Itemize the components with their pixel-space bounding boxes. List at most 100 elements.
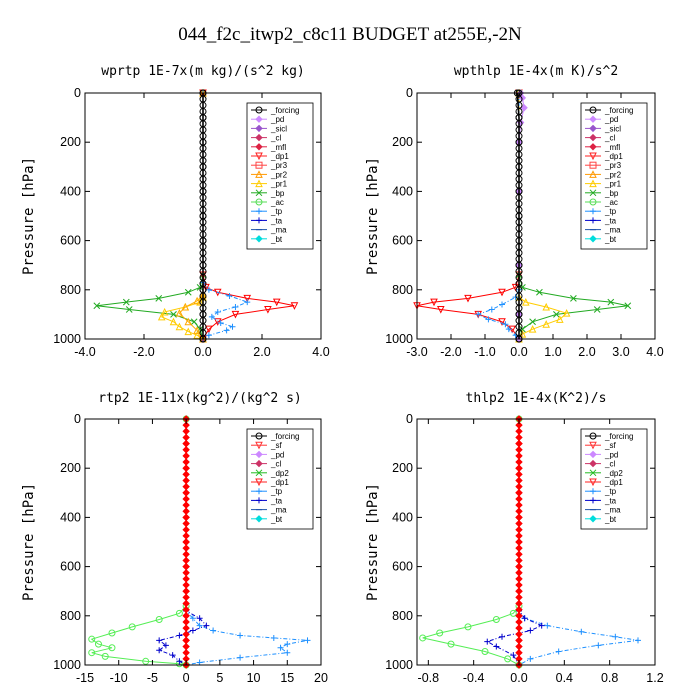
- legend-marker: [589, 515, 597, 523]
- data-point: [481, 647, 489, 655]
- legend-entry: _bt: [585, 235, 617, 244]
- data-point: [509, 609, 517, 617]
- x-tick-label: -2.0: [440, 345, 462, 359]
- data-point: [182, 476, 190, 485]
- data-point: [521, 297, 530, 306]
- legend-entry: _pd: [585, 115, 618, 124]
- data-point: [498, 318, 506, 326]
- panel-title: wprtp 1E-7x(m kg)/(s^2 kg): [101, 64, 305, 79]
- data-point: [184, 327, 193, 336]
- legend-label: _ta: [604, 216, 617, 225]
- legend-label: _ta: [604, 496, 617, 505]
- legend-label: _cl: [604, 460, 615, 469]
- series-line: [160, 93, 204, 340]
- series-line: [90, 419, 187, 666]
- series-tp: [475, 90, 522, 342]
- legend: _forcing_pd_sicl_cl_mfl_dp1_pr3_pr2_pr1_…: [246, 102, 314, 250]
- data-point: [169, 317, 178, 326]
- legend-marker: [255, 478, 263, 487]
- data-point: [231, 310, 240, 319]
- legend-marker: [256, 208, 262, 215]
- series-ta: [484, 416, 545, 668]
- legend-label: _sicl: [270, 124, 287, 133]
- legend-label: _ac: [270, 198, 284, 207]
- data-point: [515, 501, 523, 509]
- data-point: [515, 636, 523, 645]
- legend-entry: _cl: [585, 134, 615, 143]
- legend-entry: _sicl: [585, 124, 621, 133]
- legend-marker: [589, 198, 597, 206]
- legend-marker: [255, 133, 263, 142]
- x-tick-label: 2.0: [578, 345, 595, 359]
- legend-entry: _ma: [251, 226, 287, 235]
- legend-entry: _dp2: [585, 469, 623, 478]
- data-point: [182, 587, 190, 595]
- x-tick-label: -5: [147, 671, 158, 685]
- x-tick-label: 15: [280, 671, 294, 685]
- x-tick-label: 0.4: [556, 671, 573, 685]
- data-point: [570, 295, 577, 302]
- legend-label: _forcing: [270, 106, 299, 115]
- legend-entry: _tp: [251, 487, 283, 496]
- data-point: [515, 513, 523, 522]
- data-point: [244, 299, 251, 306]
- data-point: [515, 464, 523, 472]
- y-axis-label: Pressure [hPa]: [21, 157, 37, 275]
- legend-entry: _bt: [585, 515, 617, 524]
- panel-wprtp: wprtp 1E-7x(m kg)/(s^2 kg) Pressure [hPa]…: [21, 64, 330, 359]
- legend-entry: _tp: [585, 207, 617, 216]
- y-tick-label: 400: [60, 184, 81, 198]
- data-point: [189, 627, 196, 634]
- data-point: [182, 562, 190, 571]
- legend-label: _bt: [270, 515, 283, 524]
- data-point: [182, 489, 190, 497]
- data-point: [536, 288, 543, 296]
- legend-label: _cl: [270, 134, 281, 143]
- y-tick-label: 200: [392, 461, 413, 475]
- legend-entry: _tp: [251, 207, 283, 216]
- legend-marker: [589, 161, 597, 169]
- legend-entry: _mfl: [251, 143, 286, 152]
- legend-entry: _ta: [251, 216, 283, 225]
- legend-entry: _mfl: [585, 143, 620, 152]
- data-point: [193, 331, 201, 339]
- series-dp1: [88, 415, 190, 669]
- legend-marker: [255, 235, 263, 243]
- legend-entry: _pd: [251, 450, 284, 459]
- data-point: [156, 637, 163, 644]
- data-point: [182, 470, 190, 479]
- data-point: [515, 544, 523, 552]
- legend-marker: [255, 198, 263, 206]
- data-point: [169, 652, 176, 659]
- legend-marker: [589, 115, 597, 123]
- legend-marker: [255, 441, 263, 450]
- data-point: [515, 642, 523, 651]
- legend-marker: [589, 478, 597, 487]
- legend: _forcing_sf_pd_cl_dp2_dp1_tp_ta_ma_bt: [580, 428, 648, 530]
- y-tick-label: 200: [60, 135, 81, 149]
- data-point: [515, 562, 523, 571]
- legend-label: _pd: [270, 450, 284, 459]
- y-tick-label: 0: [406, 412, 413, 426]
- data-point: [223, 327, 230, 334]
- y-tick-label: 1000: [53, 658, 81, 672]
- legend-entry: _dp1: [585, 478, 623, 487]
- x-tick-label: 1.0: [544, 345, 561, 359]
- legend-label: _tp: [270, 207, 283, 216]
- data-point: [182, 550, 190, 559]
- y-tick-label: 0: [406, 86, 413, 100]
- data-point: [155, 615, 163, 623]
- legend-entry: _bp: [251, 189, 285, 198]
- data-point: [184, 288, 192, 296]
- legend-label: _forcing: [604, 432, 633, 441]
- legend-marker: [589, 133, 597, 142]
- data-point: [528, 325, 537, 333]
- y-tick-label: 200: [392, 135, 413, 149]
- data-point: [578, 628, 585, 635]
- data-point: [229, 323, 236, 330]
- legend-entry: _ac: [585, 198, 618, 207]
- data-point: [515, 581, 523, 589]
- data-point: [510, 652, 517, 659]
- legend-entry: _dp1: [585, 152, 623, 161]
- x-tick-label: 0: [183, 671, 190, 685]
